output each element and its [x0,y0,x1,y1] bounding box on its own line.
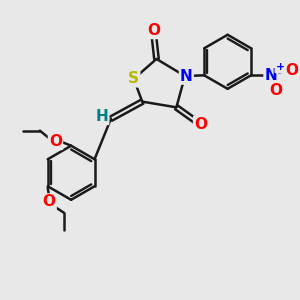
Text: S: S [128,71,139,86]
Text: O: O [49,134,62,149]
Text: O: O [194,117,207,132]
Text: N: N [265,68,277,83]
Text: N: N [180,68,193,83]
Text: O: O [285,63,298,78]
Text: O: O [147,23,160,38]
Text: +: + [275,62,285,72]
Text: -: - [299,61,300,71]
Text: O: O [43,194,56,209]
Text: H: H [95,109,108,124]
Text: O: O [270,82,283,98]
